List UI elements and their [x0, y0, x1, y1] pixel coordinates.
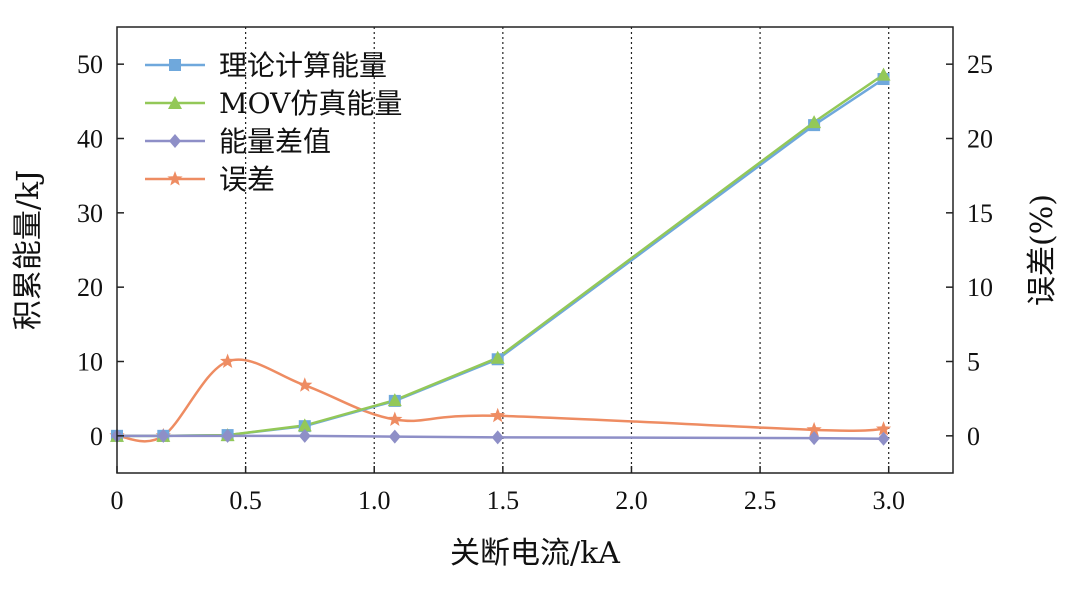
legend-marker: [168, 96, 182, 109]
legend-label: 能量差值: [219, 125, 331, 158]
y2-tick-label: 25: [967, 50, 993, 79]
data-point: [221, 428, 234, 443]
series-line: [116, 358, 884, 443]
x-tick-label: 2.5: [744, 486, 777, 515]
x-tick-label: 1.0: [358, 486, 391, 515]
y-tick-label: 30: [77, 199, 103, 228]
data-point: [490, 407, 506, 423]
data-point: [491, 430, 504, 445]
x-axis-title: 关断电流/kA: [450, 536, 620, 571]
data-point: [808, 431, 821, 446]
data-point: [875, 421, 892, 436]
x-tick-label: 3.0: [872, 486, 905, 515]
y-tick-label: 50: [77, 50, 103, 79]
y2-tick-label: 10: [967, 273, 993, 302]
y-tick-label: 10: [77, 348, 103, 377]
plot-frame: [116, 26, 954, 474]
legend-marker: [169, 134, 181, 148]
series-line: [117, 434, 884, 441]
x-tick-label: 2.0: [615, 486, 648, 515]
data-point: [157, 428, 170, 443]
data-point: [490, 350, 505, 364]
data-point: [877, 431, 890, 446]
data-point: [297, 418, 312, 432]
y-tick-label: 0: [90, 422, 103, 451]
legend-label: 理论计算能量: [219, 49, 387, 82]
legend-label: 误差: [219, 163, 275, 196]
grid-lines: [245, 27, 890, 473]
legend-label: MOV仿真能量: [219, 87, 402, 120]
x-tick-label: 0.5: [229, 486, 262, 515]
y2-tick-label: 20: [967, 125, 993, 154]
x-tick-label: 1.5: [487, 486, 520, 515]
y-axis-title: 积累能量/kJ: [11, 170, 46, 330]
y2-tick-label: 15: [967, 199, 993, 228]
legend-marker: [167, 171, 183, 186]
y2-axis-title: 误差(%): [1025, 194, 1060, 306]
y-tick-label: 40: [77, 125, 103, 154]
data-point: [807, 115, 822, 129]
data-point: [388, 429, 401, 444]
data-point: [220, 353, 236, 368]
y-tick-label: 20: [77, 273, 103, 302]
data-point: [298, 428, 311, 443]
y2-tick-label: 5: [967, 348, 980, 377]
x-tick-label: 0: [111, 486, 124, 515]
y2-tick-label: 0: [967, 422, 980, 451]
data-point: [387, 393, 402, 407]
axis-ticks: 0 0.5 1.0 1.5 2.0 2.5 3.0 0 10 20 30 40 50 0 5 10 15 20 25: [77, 50, 993, 515]
legend-marker: [169, 59, 181, 71]
data-point: [876, 67, 891, 81]
data-point: [297, 377, 313, 392]
data-point: [806, 421, 822, 437]
data-point: [387, 411, 403, 426]
